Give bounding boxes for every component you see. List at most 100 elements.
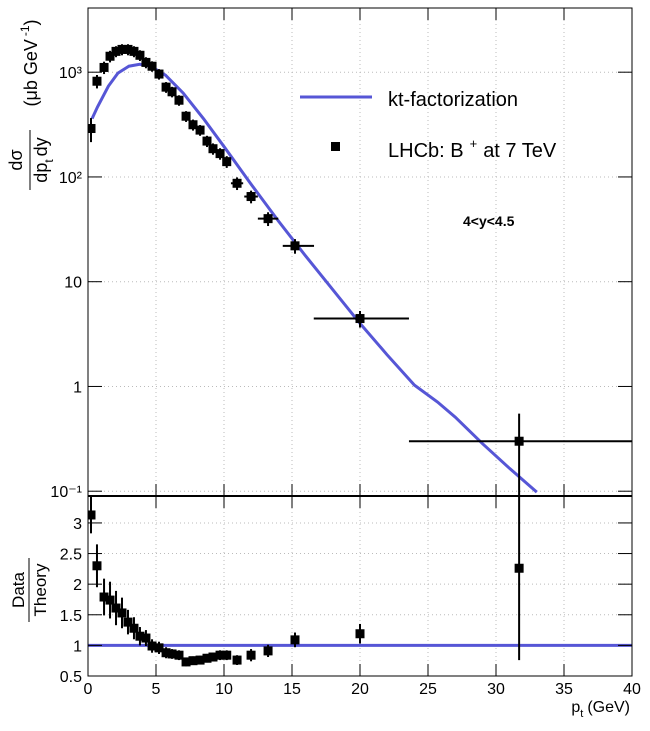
- x-tick-label: 15: [283, 681, 301, 698]
- data-point: [355, 314, 365, 324]
- data-point: [222, 157, 232, 167]
- text: -1: [18, 25, 32, 36]
- data-point: [188, 656, 198, 666]
- x-tick-label: 30: [487, 681, 505, 698]
- annotation: 4<y<4.5: [463, 213, 515, 229]
- data-point: [208, 144, 218, 154]
- text: ): [21, 19, 41, 25]
- legend-label: kt-factorization: [388, 89, 518, 111]
- y-tick-label: 2.5: [60, 547, 82, 564]
- text: at 7 TeV: [483, 140, 557, 162]
- data-point: [263, 646, 273, 656]
- y-tick-label: 0.5: [60, 669, 82, 686]
- data-point: [105, 595, 115, 605]
- y-tick-label: 10²: [59, 170, 83, 187]
- ratio-plot: [88, 496, 632, 676]
- data-point: [514, 436, 524, 446]
- ratio-title-denominator: Theory: [31, 563, 50, 616]
- data-point: [123, 617, 133, 627]
- text: dy: [31, 137, 51, 156]
- y-tick-label: 3: [73, 516, 82, 533]
- data-point: [181, 111, 191, 121]
- data-point: [195, 655, 205, 665]
- y-tick-label: 10³: [59, 65, 83, 82]
- x-tick-label: 40: [623, 681, 641, 698]
- data-point: [174, 95, 184, 105]
- y-tick-label: 10⁻¹: [50, 484, 82, 501]
- data-point: [181, 657, 191, 667]
- data-point: [167, 87, 177, 97]
- data-point: [290, 635, 300, 645]
- data-point: [129, 623, 139, 633]
- text: t: [580, 708, 583, 720]
- data-point: [92, 561, 102, 571]
- data-point: [161, 648, 171, 658]
- theory-line: [90, 62, 538, 494]
- y-tick-label: 1: [73, 379, 82, 396]
- data-point: [202, 653, 212, 663]
- data-point: [246, 192, 256, 202]
- x-tick-label: 0: [84, 681, 93, 698]
- x-tick-label: 35: [555, 681, 573, 698]
- data-point: [99, 62, 109, 72]
- data-point: [111, 603, 121, 613]
- y-tick-label: 1: [73, 638, 82, 655]
- legend-label: LHCb: B + at 7 TeV: [388, 136, 557, 162]
- y-tick-label: 10: [64, 275, 82, 292]
- legend-marker: [331, 142, 340, 151]
- data-point: [135, 50, 145, 60]
- data-point: [167, 649, 177, 659]
- x-tick-label: 5: [152, 681, 161, 698]
- data-point: [88, 510, 96, 520]
- y-title: dσ dpt dy (μb GeV -1): [6, 19, 56, 190]
- data-point: [117, 44, 127, 54]
- data-point: [141, 633, 151, 643]
- ratio-y-title: Data Theory: [9, 558, 50, 622]
- data-point: [141, 57, 151, 67]
- data-point: [123, 44, 133, 54]
- data-point: [135, 631, 145, 641]
- data-point: [232, 178, 242, 188]
- text: LHCb: B: [388, 140, 464, 162]
- data-point: [215, 149, 225, 159]
- y-tick-label: 2: [73, 577, 82, 594]
- data-point: [263, 214, 273, 224]
- data-point: [111, 46, 121, 56]
- data-point: [154, 69, 164, 79]
- y-title-denominator: dpt dy: [31, 137, 56, 182]
- data-point: [147, 61, 157, 71]
- text: (GeV): [587, 699, 630, 716]
- data-point: [514, 563, 524, 573]
- ratio-title-numerator: Data: [9, 572, 28, 608]
- data-point: [232, 655, 242, 665]
- data-point: [174, 650, 184, 660]
- x-tick-label: 25: [419, 681, 437, 698]
- data-point: [117, 608, 127, 618]
- data-point: [99, 592, 109, 602]
- data-point: [92, 76, 102, 86]
- x-title: pt (GeV): [571, 699, 630, 720]
- data-point: [202, 136, 212, 146]
- text: dp: [31, 163, 51, 183]
- axes: 10⁻¹ 1 10 10² 10³ 0 5 10 15 20 25 30 35 40 0.5 1 1.5 2 2.5…: [50, 8, 641, 698]
- data-point: [195, 125, 205, 135]
- data-point: [208, 652, 218, 662]
- y-tick-label: 1.5: [60, 608, 82, 625]
- text: (μb GeV: [21, 39, 41, 106]
- x-tick-label: 10: [215, 681, 233, 698]
- data-point: [154, 643, 164, 653]
- data-point: [215, 650, 225, 660]
- data-point: [246, 650, 256, 660]
- data-point: [88, 124, 96, 134]
- data-point: [188, 120, 198, 130]
- text: +: [470, 136, 478, 151]
- data-point: [290, 241, 300, 251]
- data-point: [161, 82, 171, 92]
- data-point: [222, 650, 232, 660]
- data-point: [355, 629, 365, 639]
- y-title-numerator: dσ: [6, 149, 26, 170]
- text: t: [42, 159, 56, 163]
- data-point: [105, 51, 115, 61]
